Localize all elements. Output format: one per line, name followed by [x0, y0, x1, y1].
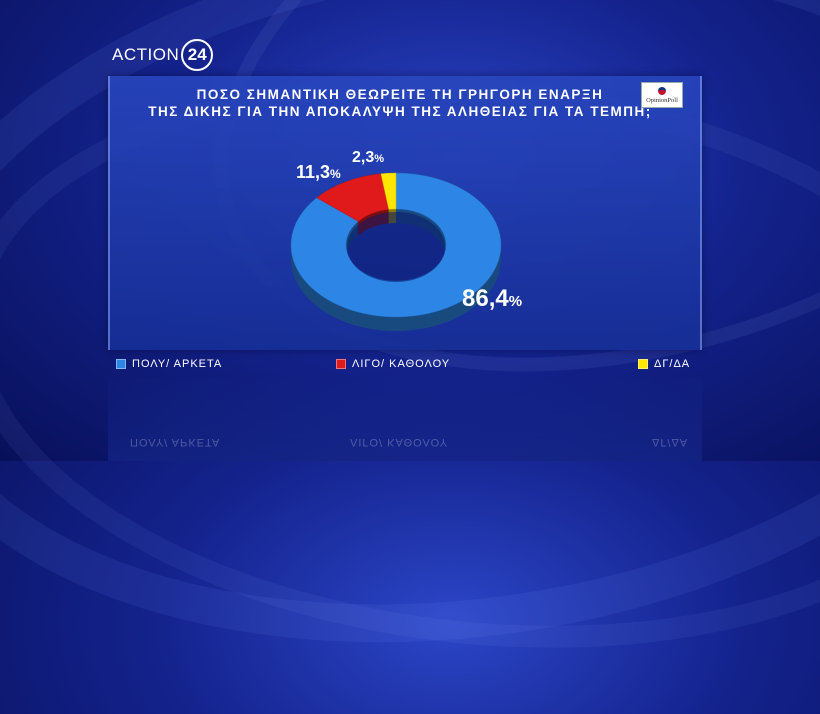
legend-reflection-label: ΛΙΓΟ/ ΚΑΘΟΛΟΥ [350, 436, 449, 448]
legend-swatch [116, 359, 126, 369]
donut-slice [380, 172, 397, 210]
pollster-logo-icon [658, 86, 666, 95]
donut-chart: 86,4% 11,3% 2,3% [290, 149, 522, 331]
legend-label: ΠΟΛΥ/ ΑΡΚΕΤΑ [132, 358, 223, 370]
pollster-name: OpinionPoll [646, 96, 678, 104]
legend-reflection-label: ΠΟΛΥ/ ΑΡΚΕΤΑ [130, 436, 221, 448]
logo-text: ACTION [112, 45, 180, 64]
legend-label: ΔΓ/ΔΑ [654, 358, 691, 370]
legend-reflection: ΠΟΛΥ/ ΑΡΚΕΤΑ ΛΙΓΟ/ ΚΑΘΟΛΟΥ ΔΓ/ΔΑ [108, 430, 702, 448]
legend-item: ΛΙΓΟ/ ΚΑΘΟΛΟΥ [336, 358, 450, 370]
legend-swatch [638, 359, 648, 369]
legend-item: ΔΓ/ΔΑ [638, 358, 690, 370]
pollster-badge: OpinionPoll [641, 82, 683, 108]
legend-reflection-label: ΔΓ/ΔΑ [652, 436, 689, 448]
legend-item: ΠΟΛΥ/ ΑΡΚΕΤΑ [116, 358, 222, 370]
chart-title-line: ΤΗΣ ΔΙΚΗΣ ΓΙΑ ΤΗΝ ΑΠΟΚΑΛΥΨΗ ΤΗΣ ΑΛΗΘΕΙΑΣ… [148, 104, 652, 119]
data-label: 11,3% [296, 162, 341, 182]
donut-hole [347, 212, 445, 282]
chart-title-line: ΠΟΣΟ ΣΗΜΑΝΤΙΚΗ ΘΕΩΡΕΙΤΕ ΤΗ ΓΡΗΓΟΡΗ ΕΝΑΡΞ… [196, 87, 604, 102]
chart-legend: ΠΟΛΥ/ ΑΡΚΕΤΑ ΛΙΓΟ/ ΚΑΘΟΛΟΥ ΔΓ/ΔΑ [108, 356, 702, 374]
data-label: 86,4% [462, 285, 522, 312]
chart-title: ΠΟΣΟ ΣΗΜΑΝΤΙΚΗ ΘΕΩΡΕΙΤΕ ΤΗ ΓΡΗΓΟΡΗ ΕΝΑΡΞ… [140, 86, 660, 120]
channel-logo: ACTION 24 [112, 39, 214, 71]
legend-label: ΛΙΓΟ/ ΚΑΘΟΛΟΥ [352, 358, 451, 370]
logo-number: 24 [181, 39, 214, 71]
floor-reflection: ΠΟΛΥ/ ΑΡΚΕΤΑ ΛΙΓΟ/ ΚΑΘΟΛΟΥ ΔΓ/ΔΑ [108, 378, 702, 461]
legend-swatch [336, 359, 346, 369]
data-label: 2,3% [352, 149, 384, 166]
